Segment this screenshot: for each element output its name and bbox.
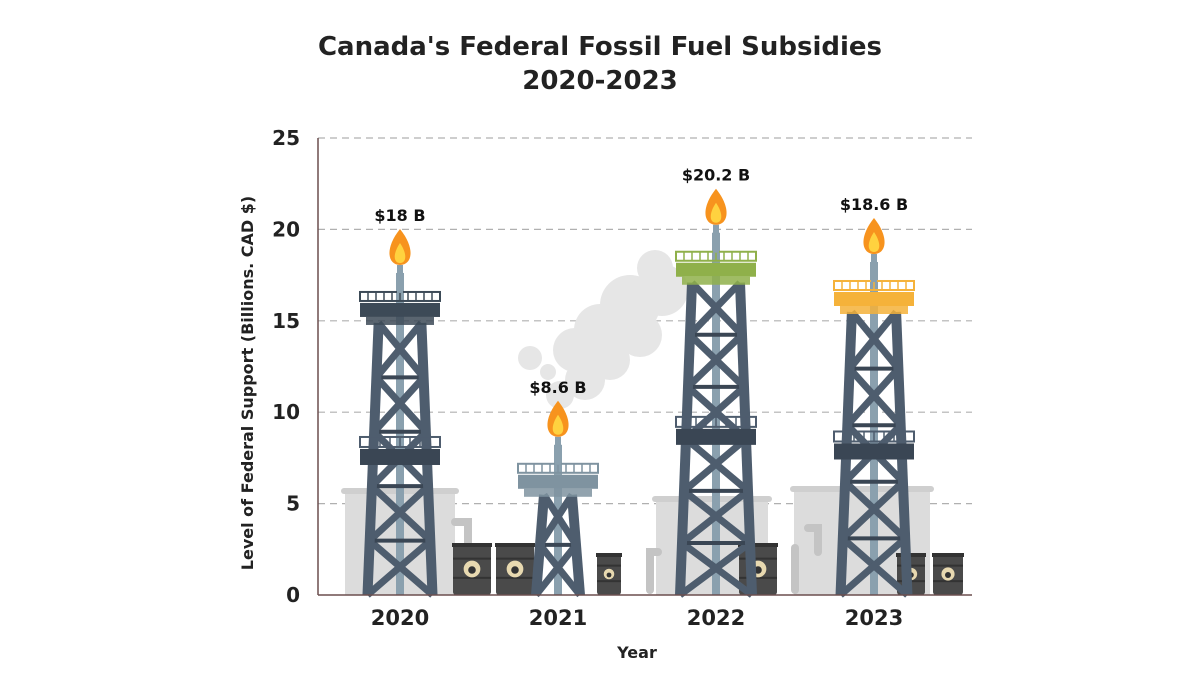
bar-derrick-2021 [517, 400, 599, 598]
bar-series [359, 188, 915, 598]
derrick-mid-platform [360, 448, 440, 465]
y-tick-labels: 0 5 10 15 20 25 [272, 126, 300, 607]
bar-derrick-2023 [833, 217, 915, 598]
y-tick-label: 25 [272, 126, 300, 150]
pipe [804, 524, 822, 556]
derrick-top-platform [518, 474, 598, 489]
flame-icon-inner [552, 414, 564, 435]
derrick-top-platform-base [524, 488, 592, 497]
flare-stack [555, 436, 561, 465]
flame-icon-inner [710, 202, 722, 223]
pipe [646, 548, 662, 594]
derrick-leg [531, 494, 549, 596]
derrick-top-platform [834, 291, 914, 306]
axes [317, 138, 972, 596]
derrick-brace [844, 366, 901, 428]
x-tick-label-2023: 2023 [845, 606, 903, 630]
derrick-brace [679, 488, 751, 546]
derrick-top-platform [676, 262, 756, 277]
barrel-rim [896, 553, 926, 557]
data-labels: $18 B $8.6 B $20.2 B $18.6 B [374, 166, 908, 397]
derrick-top-platform-base [366, 316, 434, 325]
oil-barrel [452, 543, 492, 595]
oil-drop-icon-center [468, 566, 476, 574]
data-label-2020: $18 B [374, 206, 425, 225]
derrick-brace [681, 436, 749, 494]
derrick-brace [687, 280, 743, 338]
oil-barrel [495, 543, 535, 595]
barrel-rim [932, 553, 964, 557]
data-label-2021: $8.6 B [529, 378, 586, 397]
derrick-brace [838, 535, 908, 598]
derrick-mid-platform [676, 428, 756, 445]
barrel-rim [452, 543, 492, 547]
smoke-cloud [546, 381, 574, 409]
oil-drop-icon-center [606, 572, 612, 578]
x-tick-labels: 2020 2021 2022 2023 [371, 606, 903, 630]
x-tick-label-2020: 2020 [371, 606, 429, 630]
storage-tank-rim [790, 486, 934, 492]
chart-title-line1: Canada's Federal Fossil Fuel Subsidies [317, 32, 883, 62]
smoke-cloud [565, 360, 605, 400]
derrick-brace [840, 479, 906, 541]
y-axis-label: Level of Federal Support (Billions. CAD … [238, 196, 257, 570]
data-label-2023: $18.6 B [840, 195, 908, 214]
chart-title-line2: 2020-2023 [522, 66, 678, 96]
smoke-cloud [637, 250, 673, 286]
x-tick-label-2021: 2021 [529, 606, 587, 630]
derrick-brace [533, 542, 579, 598]
derrick-brace [677, 540, 753, 598]
x-tick-label-2022: 2022 [687, 606, 745, 630]
derrick-brace [846, 309, 899, 371]
chart-title: Canada's Federal Fossil Fuel Subsidies 2… [0, 30, 1200, 98]
data-label-2022: $20.2 B [682, 166, 750, 185]
bar-derrick-2022 [675, 188, 757, 598]
oil-barrel [596, 553, 622, 595]
barrel-rim [495, 543, 535, 547]
y-tick-label: 10 [272, 400, 300, 424]
pipe [451, 518, 472, 550]
derrick-brace [373, 320, 425, 380]
y-tick-label: 5 [286, 492, 300, 516]
oil-drop-icon-center [945, 572, 951, 578]
derrick-leg [567, 494, 585, 596]
bar-derrick-2020 [359, 228, 441, 598]
derrick-brace [365, 537, 433, 598]
oil-drop-icon-center [511, 566, 519, 574]
derrick-top-platform-base [840, 305, 908, 314]
flame-icon-inner [394, 242, 406, 263]
derrick-brace [371, 375, 427, 435]
flame-icon-inner [868, 231, 880, 252]
smoke-cloud [618, 313, 662, 357]
derrick-center-pipe [870, 261, 878, 595]
barrel-rim [596, 553, 622, 557]
derrick-brace [367, 483, 431, 544]
y-tick-label: 0 [286, 583, 300, 607]
x-axis-label: Year [616, 643, 657, 662]
derrick-top-platform [360, 302, 440, 317]
flare-stack [871, 253, 877, 282]
flare-stack [713, 224, 719, 253]
barrel-rim [738, 543, 778, 547]
derrick-mid-platform [834, 443, 914, 460]
flare-stack [397, 264, 403, 293]
derrick-center-pipe [396, 272, 404, 595]
oil-barrel [932, 553, 964, 595]
y-tick-label: 15 [272, 309, 300, 333]
smoke-cloud [518, 346, 542, 370]
derrick-brace [685, 332, 745, 390]
y-tick-label: 20 [272, 217, 300, 241]
smoke-cloud [540, 364, 556, 380]
derrick-top-platform-base [682, 276, 750, 285]
